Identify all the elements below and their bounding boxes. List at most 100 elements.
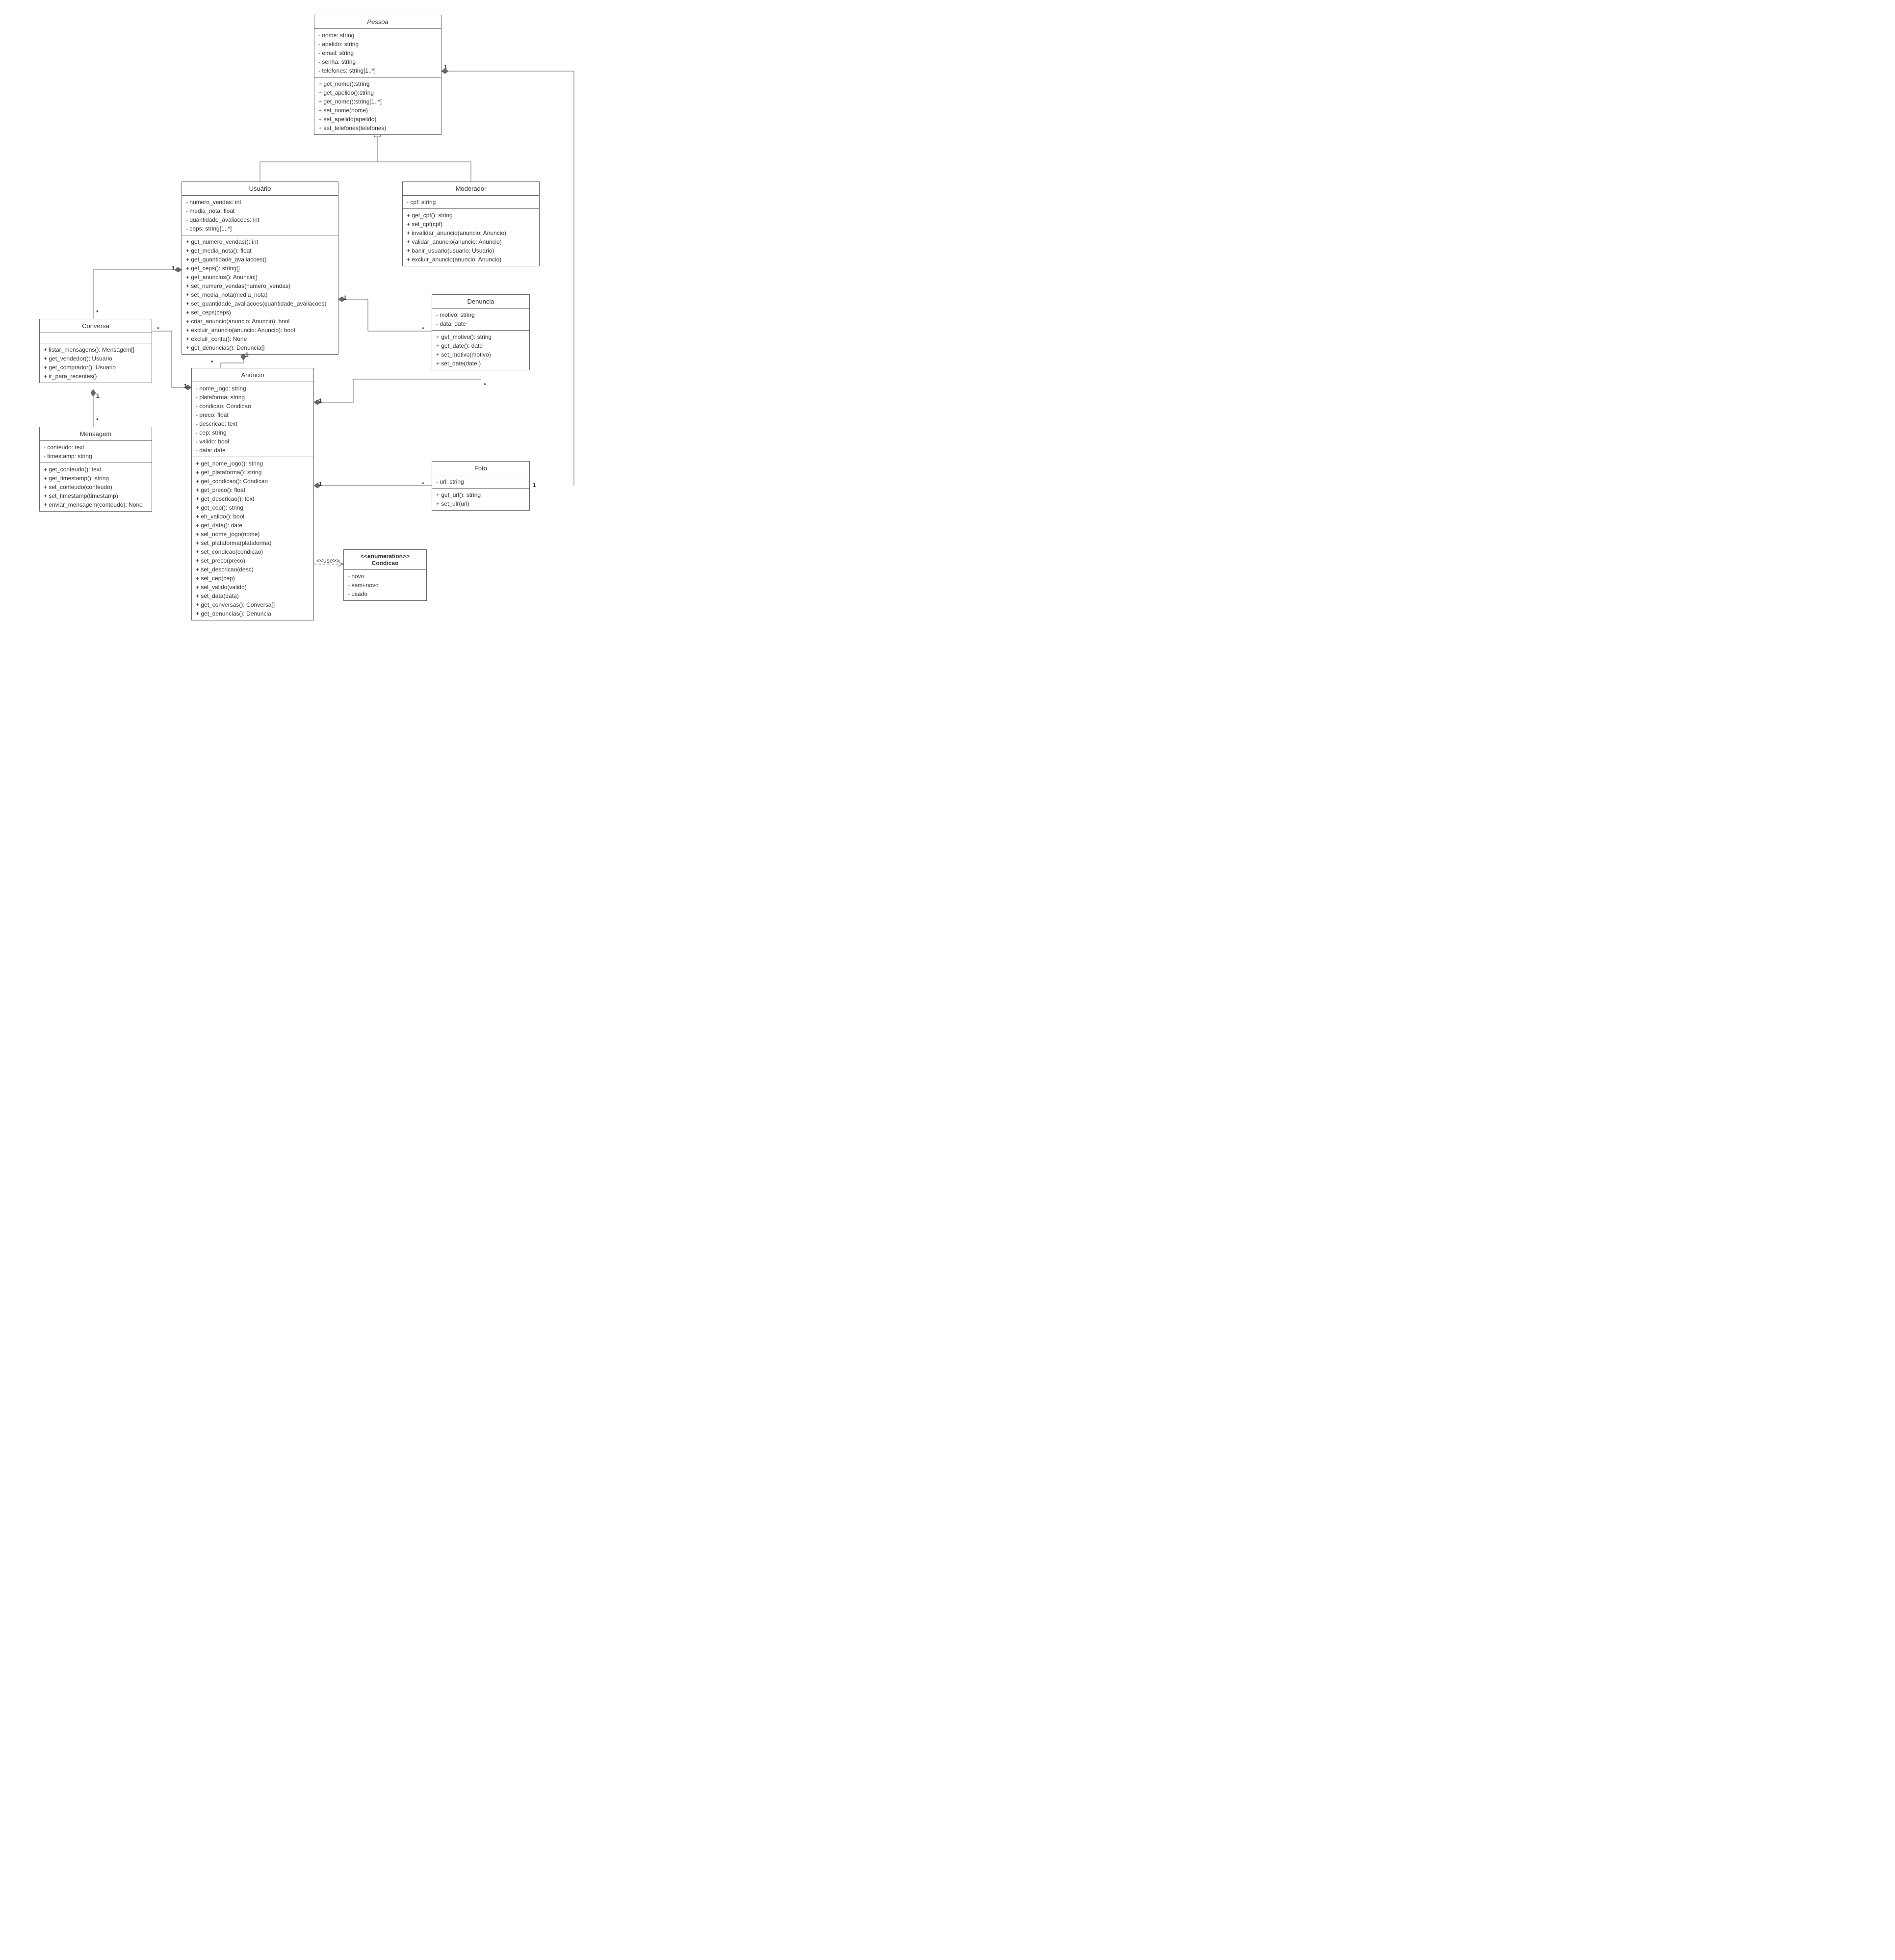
mult: *	[484, 382, 486, 388]
class-title: Anúncio	[192, 368, 313, 382]
mult: 1	[172, 265, 175, 272]
op: + set_cep(cep)	[196, 574, 310, 583]
mult: 1	[319, 397, 322, 404]
op: + set_preco(preco)	[196, 556, 310, 565]
attr: - motivo: string	[436, 310, 525, 319]
class-attrs: - conteudo: text - timestamp: string	[40, 441, 152, 463]
op: + invalidar_anuncio(anuncio: Anuncio)	[407, 229, 535, 237]
attr: - timestamp: string	[44, 452, 148, 461]
mult: 1	[96, 392, 100, 399]
op: + set_media_nota(media_nota)	[186, 290, 334, 299]
class-attrs: - cpf: string	[403, 196, 539, 209]
attr: - preco: float	[196, 411, 310, 419]
op: + validar_anuncio(anuncio: Anuncio)	[407, 237, 535, 246]
stereotype: <<enumeration>>	[346, 553, 424, 560]
op: + set_nome(nome)	[318, 106, 437, 115]
mult: *	[157, 326, 159, 333]
op: + get_nome():string	[318, 79, 437, 88]
op: + set_ulr(url)	[436, 499, 525, 508]
mult: 1	[444, 64, 447, 71]
op: + get_timestamp(): string	[44, 474, 148, 483]
attr: - condicao: Condicao	[196, 402, 310, 411]
attr: - quantidade_avaliacoes: int	[186, 215, 334, 224]
op: + set_quantidade_avaliacoes(quantidade_a…	[186, 299, 334, 308]
op: + set_ceps(ceps)	[186, 308, 334, 317]
mult: 1	[245, 351, 249, 358]
op: + get_motivo(): string	[436, 333, 525, 341]
op: + set_valido(valido)	[196, 583, 310, 592]
op: + get_cpf(): string	[407, 211, 535, 220]
attr: - data: date	[436, 319, 525, 328]
class-ops: + get_motivo(): string + get_date(): dat…	[432, 331, 529, 370]
attr: - usado	[348, 590, 422, 598]
op: + set_conteudo(conteudo)	[44, 483, 148, 491]
class-attrs: - url: string	[432, 475, 529, 489]
attr: - apelido: string	[318, 40, 437, 49]
op: + excluir_conta(): None	[186, 335, 334, 343]
class-attrs: - novo - semi-novo - usado	[344, 570, 426, 600]
class-foto: Foto - url: string + get_url(): string +…	[432, 461, 530, 511]
attr: - nome_jogo: string	[196, 384, 310, 393]
class-ops: + get_nome_jogo(): string + get_platafor…	[192, 457, 313, 620]
op: + set_apelido(apelido)	[318, 115, 437, 124]
op: + set_telefones(telefones)	[318, 124, 437, 132]
attr: - valido: bool	[196, 437, 310, 446]
op: + set_descricao(desc)	[196, 565, 310, 574]
op: + set_condicao(condicao)	[196, 547, 310, 556]
class-attrs: - numero_vendas: int - media_nota: float…	[182, 196, 338, 235]
op: + set_motivo(motivo)	[436, 350, 525, 359]
op: + listar_mensagens(): Mensagem[]	[44, 345, 148, 354]
class-moderador: Moderador - cpf: string + get_cpf(): str…	[402, 181, 540, 266]
class-ops: + get_numero_vendas(): int + get_media_n…	[182, 235, 338, 354]
class-condicao: <<enumeration>> Condicao - novo - semi-n…	[343, 549, 427, 601]
op: + get_conversas(): Conversa[]	[196, 600, 310, 609]
attr: - cpf: string	[407, 198, 535, 206]
class-title: Usuário	[182, 182, 338, 196]
attr: - descricao: text	[196, 419, 310, 428]
class-ops: + get_conteudo(): text + get_timestamp()…	[40, 463, 152, 511]
op: + get_comprador(): Usuario	[44, 363, 148, 372]
attr: - cep: string	[196, 428, 310, 437]
attr: - semi-novo	[348, 581, 422, 590]
attr: - senha: string	[318, 57, 437, 66]
attr: - email: string	[318, 49, 437, 57]
op: + get_data(): date	[196, 521, 310, 530]
uml-canvas: Condicao --> Pessoa - nome: string - ape…	[10, 10, 628, 647]
mult: 1	[184, 383, 187, 389]
op: + excluir_anuncio(anuncio: Anuncio)	[407, 255, 535, 264]
op: + get_url(): string	[436, 490, 525, 499]
class-pessoa: Pessoa - nome: string - apelido: string …	[314, 15, 441, 135]
op: + get_plataforma(): string	[196, 468, 310, 477]
mult: *	[422, 326, 424, 333]
attr: - ceps: string[1..*]	[186, 224, 334, 233]
op: + get_cep(): string	[196, 503, 310, 512]
mult: *	[422, 481, 424, 488]
class-title: Pessoa	[314, 15, 441, 29]
use-label: <<use>>	[316, 557, 339, 564]
op: + set_data(data)	[196, 592, 310, 600]
op: + get_nome():string[1..*]	[318, 97, 437, 106]
op: + get_numero_vendas(): int	[186, 237, 334, 246]
mult: *	[211, 359, 213, 366]
attr: - novo	[348, 572, 422, 581]
class-title: Mensagem	[40, 427, 152, 441]
class-ops: + listar_mensagens(): Mensagem[] + get_v…	[40, 343, 152, 383]
attr: - data: date	[196, 446, 310, 455]
mult: *	[96, 417, 99, 424]
op: + banir_usuario(usuario: Usuario)	[407, 246, 535, 255]
class-ops: + get_url(): string + set_ulr(url)	[432, 489, 529, 510]
op: + eh_valido(): bool	[196, 512, 310, 521]
class-attrs: - nome: string - apelido: string - email…	[314, 29, 441, 77]
op: + set_timestamp(timestamp)	[44, 491, 148, 500]
attr: - numero_vendas: int	[186, 198, 334, 206]
enum-name: Condicao	[346, 560, 424, 567]
attr: - conteudo: text	[44, 443, 148, 452]
mult: *	[96, 309, 99, 316]
mult: 1	[533, 482, 536, 489]
class-attrs: - motivo: string - data: date	[432, 309, 529, 331]
op: + criar_anuncio(anuncio: Anuncio): bool	[186, 317, 334, 326]
op: + get_denuncias(): Denuncia	[196, 609, 310, 618]
attr: - telefones: string[1..*]	[318, 66, 437, 75]
class-title: Moderador	[403, 182, 539, 196]
class-title: Denuncia	[432, 295, 529, 309]
